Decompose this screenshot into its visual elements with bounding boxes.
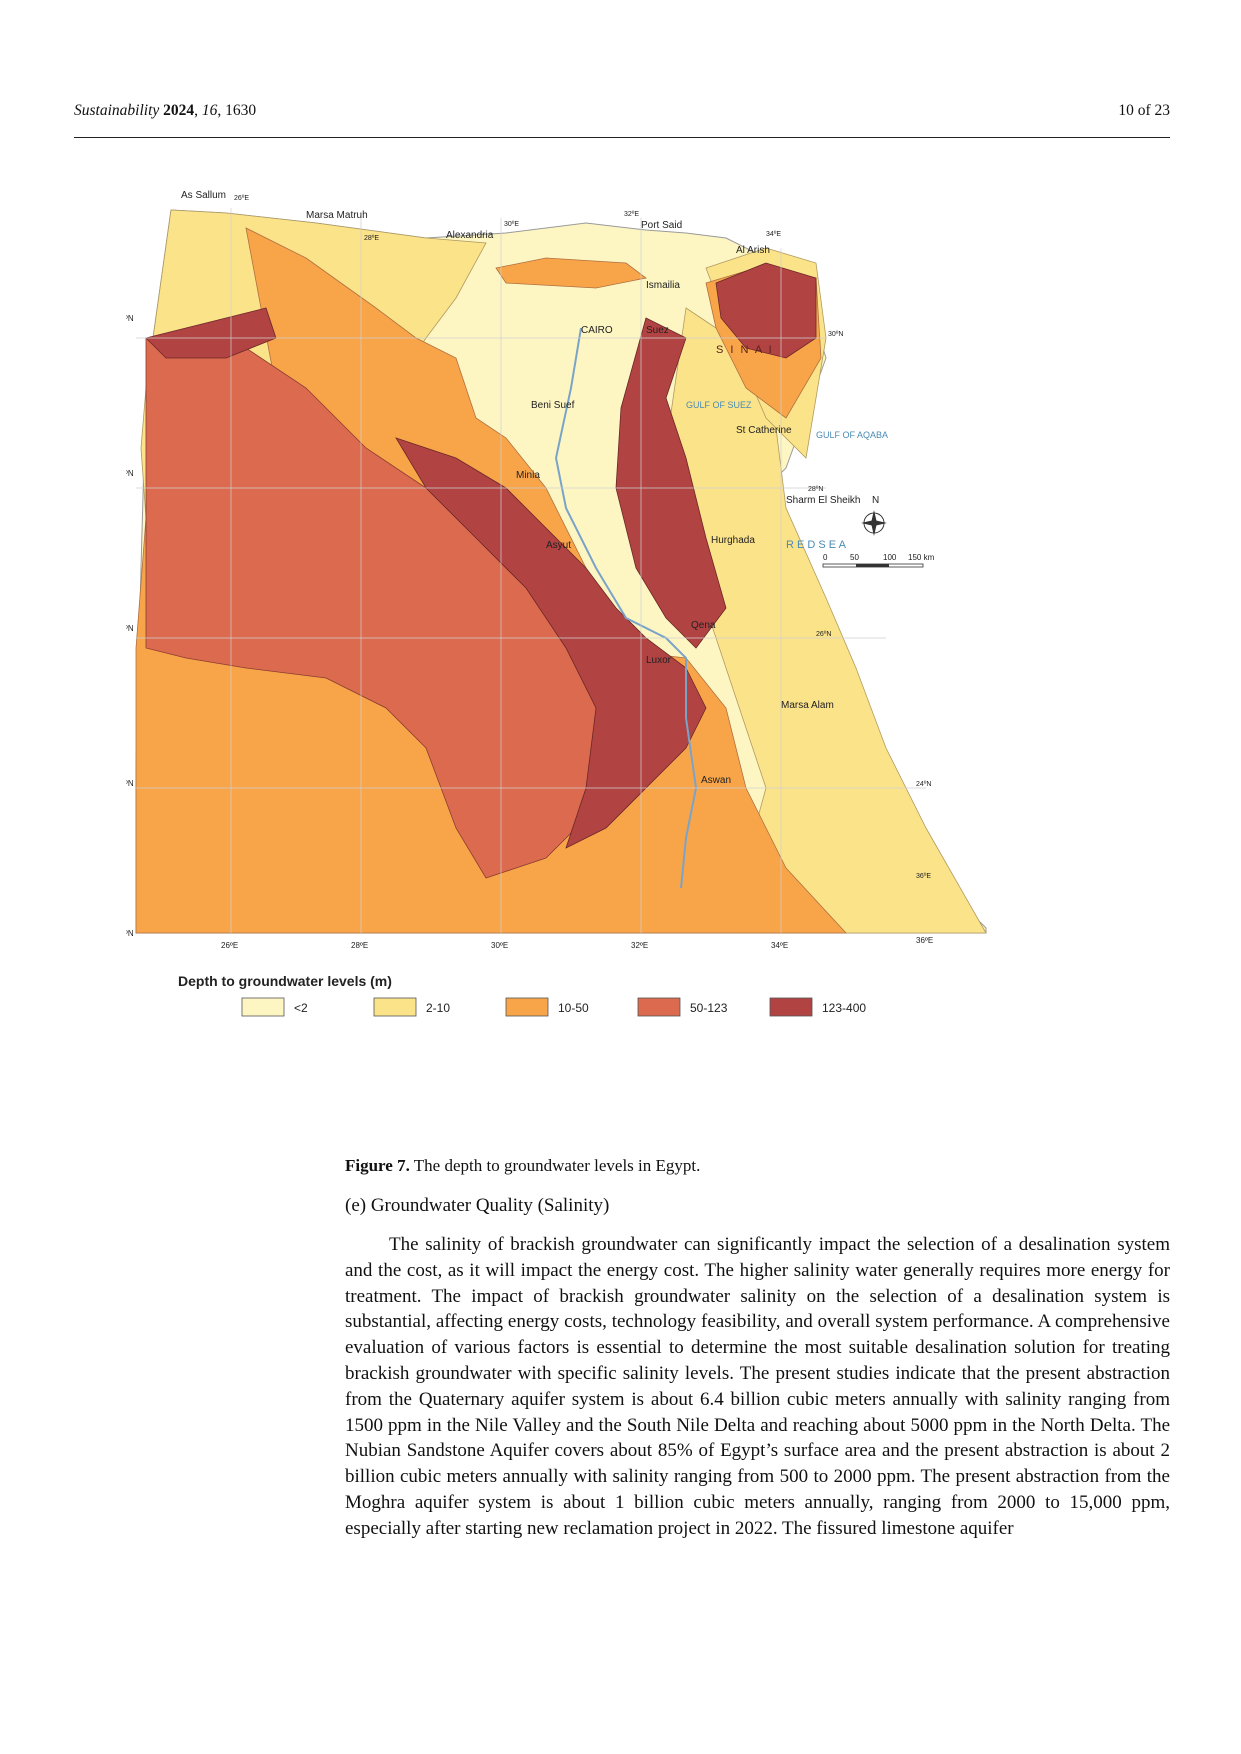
place-marsa-alam: Marsa Alam (781, 700, 834, 711)
legend-swatch (505, 997, 549, 1017)
north-label: N (872, 495, 879, 506)
legend-swatch (241, 997, 285, 1017)
legend-swatch (637, 997, 681, 1017)
place-qena: Qena (691, 620, 716, 631)
legend-swatch (373, 997, 417, 1017)
volume: 16 (201, 102, 218, 119)
legend-label: 2-10 (426, 1001, 450, 1015)
place-beni-suef: Beni Suef (531, 400, 575, 411)
zone-123-400-sinai (715, 262, 817, 359)
page-header: Sustainability 2024, 16, 1630 10 of 23 (74, 102, 1170, 124)
body-paragraph: The salinity of brackish groundwater can… (345, 1234, 1170, 1539)
journal-name: Sustainability (74, 102, 160, 119)
place-alexandria: Alexandria (446, 230, 494, 241)
nile-river (554, 327, 698, 889)
lon-label-32: 32ºE (631, 941, 648, 950)
citation: Sustainability 2024, 16, 1630 (74, 102, 257, 119)
place-minia: Minia (516, 470, 540, 481)
scale-150: 150 km (908, 553, 935, 562)
label-region: S I N A I (716, 344, 774, 356)
place-aswan: Aswan (701, 775, 731, 786)
place-hurghada: Hurghada (711, 535, 755, 546)
scale-50: 50 (850, 553, 859, 562)
page-number: 10 of 23 (1118, 102, 1170, 119)
lat-label-24: 24ºN (126, 779, 134, 788)
figure-caption: Figure 7. The depth to groundwater level… (345, 1156, 700, 1176)
place-asyut: Asyut (546, 540, 571, 551)
figure-caption-text: The depth to groundwater levels in Egypt… (409, 1156, 701, 1175)
section-heading: (e) Groundwater Quality (Salinity) (345, 1195, 610, 1216)
inner-label-34e: 34ºE (766, 231, 781, 238)
label-sea-east: R E D S E A (786, 539, 847, 551)
inner-label-24n: 24ºN (916, 781, 931, 788)
inner-label-28e: 28ºE (364, 235, 379, 242)
inner-label-30e: 30ºE (504, 221, 519, 228)
figure-label: Figure 7. (345, 1156, 410, 1175)
legend-swatch (769, 997, 813, 1017)
scale-0: 0 (823, 553, 828, 562)
place-suez: Suez (646, 325, 669, 336)
place-luxor: Luxor (646, 655, 672, 666)
lat-label-30: 30ºN (126, 314, 134, 323)
label-gulf-aqaba: GULF OF AQABA (816, 430, 888, 440)
graticule (136, 208, 926, 933)
lon-label-34: 34ºE (771, 941, 788, 950)
place-ismailia: Ismailia (646, 280, 680, 291)
zone-10-50-delta (495, 257, 647, 289)
zone-123-400-nile (395, 437, 707, 849)
year: 2024 (163, 102, 195, 119)
inner-label-28n: 28ºN (808, 486, 823, 493)
place-st-catherine: St Catherine (736, 425, 792, 436)
scale-100: 100 (883, 553, 897, 562)
label-gulf-suez: GULF OF SUEZ (686, 400, 752, 410)
lon-label-28: 28ºE (351, 941, 368, 950)
place-cairo: CAIRO (581, 325, 613, 336)
zone-123-400-east (615, 317, 727, 649)
legend-label: 123-400 (822, 1001, 866, 1015)
place-as-sallum: As Sallum (181, 190, 226, 201)
lon-label-30: 30ºE (491, 941, 508, 950)
legend-title: Depth to groundwater levels (m) (178, 973, 392, 989)
place-al-arish: Al Arish (736, 245, 770, 256)
lat-label-22: 22ºN (126, 929, 134, 938)
compass-star (861, 510, 887, 536)
legend: <2 2-10 10-50 50-123 123-400 (241, 997, 866, 1017)
legend-label: 50-123 (690, 1001, 728, 1015)
place-sharm: Sharm El Sheikh (786, 495, 860, 506)
lon-label-36: 36ºE (916, 936, 933, 945)
inner-label-30n: 30ºN (828, 331, 843, 338)
legend-label: 10-50 (558, 1001, 589, 1015)
inner-label-26n: 26ºN (816, 631, 831, 638)
inner-label-36e: 36ºE (916, 873, 931, 880)
legend-label: <2 (294, 1001, 308, 1015)
groundwater-map: M E D I T E R R A N E A N S E A R E D S … (126, 190, 987, 1017)
place-marsa-matruh: Marsa Matruh (306, 210, 368, 221)
lat-label-26: 26ºN (126, 624, 134, 633)
place-port-said: Port Said (641, 220, 682, 231)
header-rule (74, 137, 1170, 138)
inner-label-26e: 26ºE (234, 195, 249, 202)
scale-bar (822, 563, 924, 568)
lon-label-26: 26ºE (221, 941, 238, 950)
article-number: 1630 (225, 102, 257, 119)
inner-label-32e: 32ºE (624, 211, 639, 218)
lat-label-28: 28ºN (126, 469, 134, 478)
